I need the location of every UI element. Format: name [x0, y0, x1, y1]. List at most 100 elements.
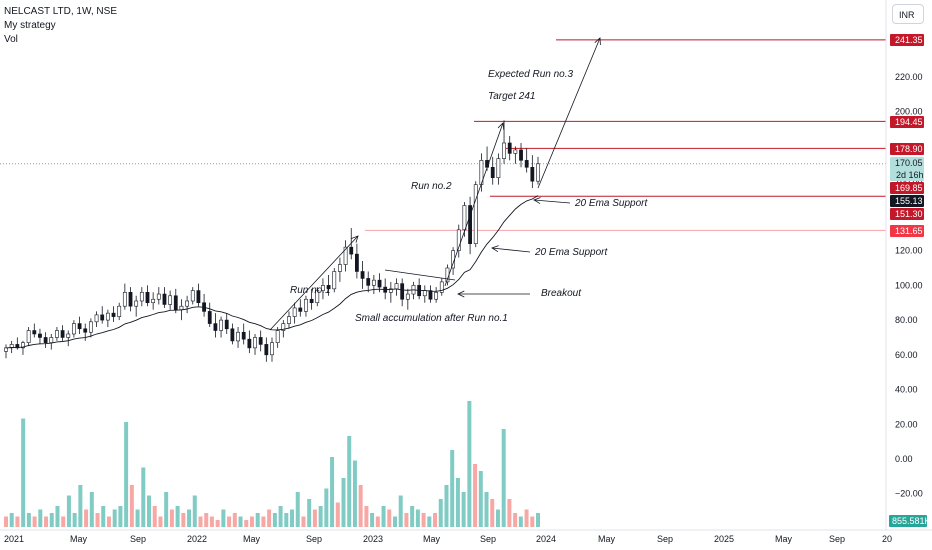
candle-body — [298, 307, 303, 312]
price-tag-box — [890, 143, 924, 155]
volume-bar — [387, 509, 392, 527]
candle-body — [253, 337, 257, 349]
candle-body — [456, 229, 461, 251]
candle — [439, 278, 444, 296]
volume-bar — [78, 485, 83, 527]
volume-bar — [312, 509, 317, 527]
volume-bar — [358, 485, 363, 527]
candle — [321, 278, 325, 300]
candle-body — [264, 344, 269, 356]
volume-bar — [278, 506, 283, 527]
price-tag: 151.30 — [890, 208, 924, 220]
price-tick-label: 20.00 — [895, 419, 918, 429]
price-tag: 169.85 — [890, 182, 924, 194]
volume-bar — [221, 509, 226, 527]
volume-bar — [381, 506, 386, 527]
price-tick-label: 40.00 — [895, 385, 918, 395]
price-tag-label: 241.35 — [895, 35, 923, 45]
candle — [145, 285, 150, 307]
symbol-title[interactable]: NELCAST LTD, 1W, NSE — [4, 6, 117, 17]
candle-body — [405, 293, 410, 300]
candle-body — [66, 333, 71, 338]
volume-bar — [141, 467, 146, 527]
volume-bar — [450, 450, 455, 527]
annotation-label: Expected Run no.3 — [488, 69, 573, 80]
candle-body — [55, 330, 59, 338]
candle-body — [72, 323, 76, 335]
price-tag-label: 170.05 — [895, 158, 923, 168]
volume-bar — [9, 513, 14, 527]
candlesticks — [4, 120, 540, 362]
consolidation-line — [384, 269, 456, 281]
price-axis: −20.00 0.00 20.00 40.00 60.00 80.00 100.00 120.… — [885, 0, 923, 530]
volume-bar — [330, 457, 335, 527]
candle-body — [309, 298, 314, 304]
candle — [536, 156, 540, 185]
candle-body — [366, 278, 371, 286]
currency-selector[interactable]: INR — [892, 4, 924, 24]
candle — [134, 295, 139, 317]
volume-bar — [518, 516, 523, 527]
candle-body — [100, 314, 105, 321]
volume-bar — [118, 506, 123, 527]
candle — [338, 257, 342, 282]
breakout-arrow-head — [457, 290, 465, 298]
volume-bar — [204, 513, 209, 527]
volume-bar — [370, 513, 375, 527]
candle-body — [162, 293, 167, 305]
candle-body — [241, 331, 246, 340]
candle-body — [247, 338, 252, 349]
candle-body — [281, 323, 286, 331]
price-tag-box — [890, 195, 924, 207]
volume-bar — [26, 513, 31, 527]
candle-body — [338, 264, 342, 272]
time-tick-label: Sep — [306, 534, 322, 544]
volume-bar — [455, 478, 460, 527]
ema-support-arrow-1 — [533, 199, 571, 204]
volume-bar — [473, 464, 478, 527]
volume-bar — [238, 516, 243, 527]
price-tick-label: −20.00 — [895, 489, 923, 499]
volume-bar — [249, 516, 254, 527]
candle — [468, 196, 472, 255]
price-tick-label: 220.00 — [895, 72, 923, 82]
volume-label[interactable]: Vol — [4, 34, 18, 45]
candle-body — [105, 312, 110, 321]
volume-bar — [484, 492, 489, 527]
price-tag-box — [890, 225, 924, 237]
candle-body — [26, 330, 31, 343]
candle — [388, 281, 393, 303]
time-tick-label: 2022 — [187, 534, 207, 544]
candle-body — [496, 158, 501, 179]
candle — [9, 340, 14, 354]
candle — [326, 274, 331, 296]
volume-tag: 855.581K — [889, 515, 931, 527]
annotation-label: 20 Ema Support — [574, 198, 648, 209]
candle — [258, 330, 263, 352]
price-tick-label: 0.00 — [895, 454, 913, 464]
volume-bar — [404, 513, 409, 527]
volume-bar — [347, 436, 352, 527]
candle — [43, 332, 48, 348]
volume-bar — [513, 513, 518, 527]
candle — [55, 327, 59, 341]
volume-bar — [181, 513, 186, 527]
strategy-label[interactable]: My strategy — [4, 20, 56, 31]
candle-body — [377, 279, 382, 288]
volume-bar — [84, 509, 89, 527]
candle-body — [326, 285, 331, 290]
candle — [298, 299, 303, 317]
price-tag: 241.35 — [890, 34, 924, 46]
candle — [202, 294, 206, 317]
candle-body — [196, 290, 201, 304]
volume-bar — [352, 460, 357, 527]
volume-bar — [392, 516, 397, 527]
price-tag-box — [890, 208, 924, 220]
run1-arrow — [269, 235, 359, 331]
price-tag-box — [890, 34, 924, 46]
volume-bar — [158, 516, 163, 527]
candle — [49, 333, 54, 350]
volume-bar — [261, 516, 266, 527]
volume-bar — [415, 509, 420, 527]
